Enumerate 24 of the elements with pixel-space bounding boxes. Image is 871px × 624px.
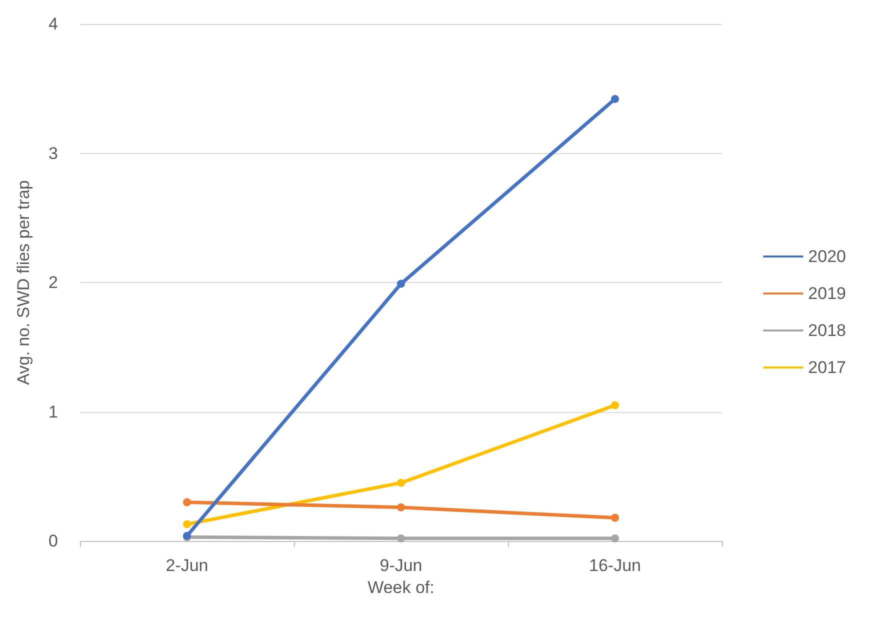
point [183, 498, 191, 506]
x-tick-label: 9-Jun [380, 556, 422, 575]
point [611, 401, 619, 410]
point [397, 534, 405, 542]
legend-label: 2020 [808, 247, 846, 266]
point [397, 280, 405, 288]
y-tick-label: 2 [48, 273, 58, 292]
x-tick-label: 2-Jun [166, 556, 208, 575]
legend-label: 2018 [808, 321, 846, 340]
point [397, 503, 405, 512]
point [611, 94, 619, 103]
legend-label: 2019 [808, 284, 846, 303]
y-tick-label: 1 [48, 402, 58, 422]
y-tick-label: 0 [48, 532, 58, 550]
y-axis-title: Avg. no. SWD flies per trap [14, 180, 33, 385]
x-axis-title: Week of: [368, 578, 434, 597]
y-tick-label: 4 [48, 14, 58, 34]
x-tick-label: 16-Jun [589, 556, 641, 575]
legend-label: 2017 [808, 358, 846, 377]
point [397, 478, 405, 487]
point [611, 534, 619, 542]
point [611, 514, 619, 522]
y-tick-label: 3 [48, 144, 58, 163]
point [183, 520, 191, 528]
